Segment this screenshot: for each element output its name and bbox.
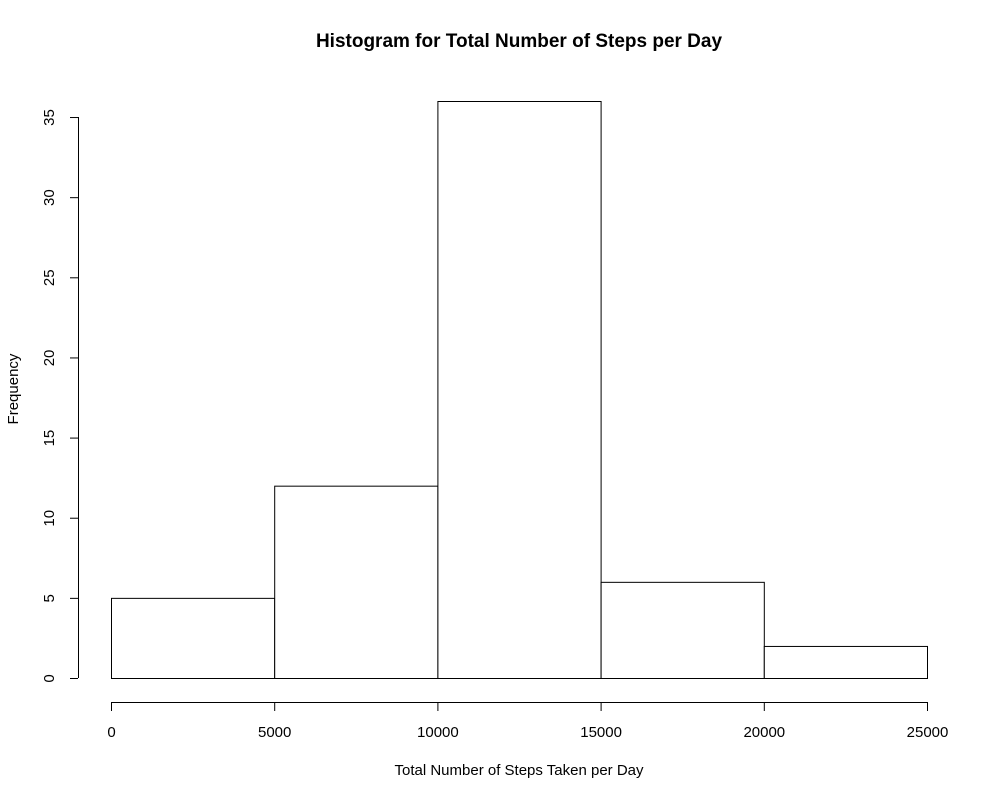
y-tick-label: 30 bbox=[41, 189, 58, 206]
y-axis-label: Frequency bbox=[5, 353, 22, 424]
y-tick-label: 35 bbox=[41, 109, 58, 126]
histogram-bar bbox=[600, 581, 765, 679]
x-tick-label: 5000 bbox=[258, 724, 291, 741]
x-axis: 0 5000 10000 15000 20000 25000 bbox=[107, 702, 948, 741]
x-tick-label: 25000 bbox=[907, 724, 949, 741]
x-tick-label: 15000 bbox=[580, 724, 622, 741]
x-axis-label: Total Number of Steps Taken per Day bbox=[394, 762, 644, 779]
histogram-bar bbox=[437, 101, 602, 679]
y-tick-label: 25 bbox=[41, 269, 58, 286]
y-tick-label: 5 bbox=[41, 594, 58, 602]
histogram-bar bbox=[111, 597, 276, 679]
y-tick-label: 20 bbox=[41, 350, 58, 367]
y-axis: 0 5 10 15 20 25 30 35 bbox=[41, 109, 79, 683]
y-tick-label: 15 bbox=[41, 430, 58, 447]
x-tick-label: 0 bbox=[107, 724, 115, 741]
y-tick-label: 10 bbox=[41, 510, 58, 527]
y-tick-label: 0 bbox=[41, 674, 58, 682]
x-tick-label: 20000 bbox=[743, 724, 785, 741]
histogram-bar bbox=[274, 485, 439, 679]
bars-group bbox=[111, 101, 928, 680]
histogram-bar bbox=[763, 645, 928, 680]
x-tick-label: 10000 bbox=[417, 724, 459, 741]
chart-title: Histogram for Total Number of Steps per … bbox=[316, 31, 723, 52]
